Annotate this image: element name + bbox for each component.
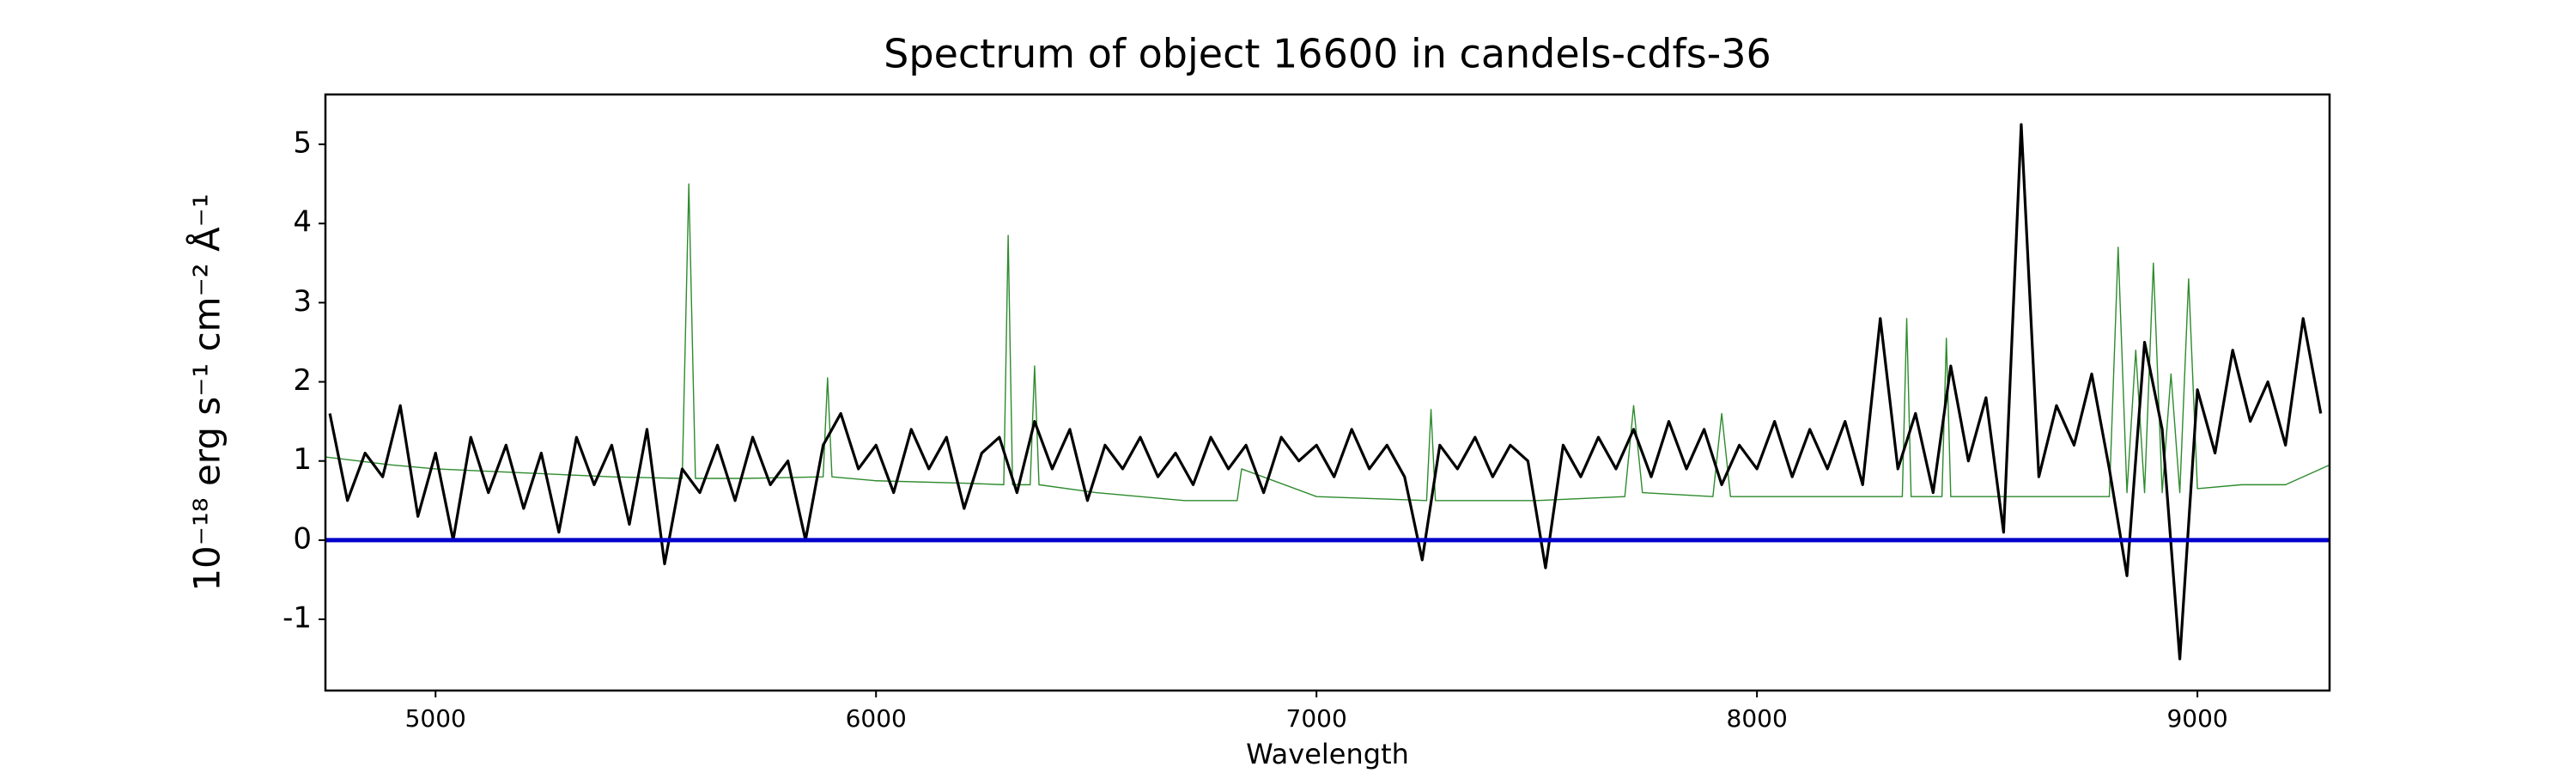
axes-frame [324,93,2331,692]
x-axis-label: Wavelength [1246,738,1409,770]
x-tick-label: 7000 [1286,704,1347,733]
spectrum-line [328,123,2323,660]
y-tick-label: 3 [293,284,312,319]
x-tick-label: 5000 [405,704,466,733]
y-tick-label: 0 [293,521,312,556]
y-tick-label: 4 [293,205,312,240]
spectrum-line [325,183,2330,502]
chart-title: Spectrum of object 16600 in candels-cdfs… [884,31,1771,77]
y-tick-label: 5 [293,126,312,161]
x-tick-label: 9000 [2166,704,2227,733]
y-tick-label: 2 [293,363,312,398]
plot-area [325,123,2330,660]
x-tick-label: 8000 [1727,704,1788,733]
y-axis-label: 10⁻¹⁸ erg s⁻¹ cm⁻² Å⁻¹ [185,193,228,591]
y-tick-label: -1 [283,601,312,636]
x-tick-label: 6000 [846,704,907,733]
y-tick-label: 1 [293,442,312,477]
